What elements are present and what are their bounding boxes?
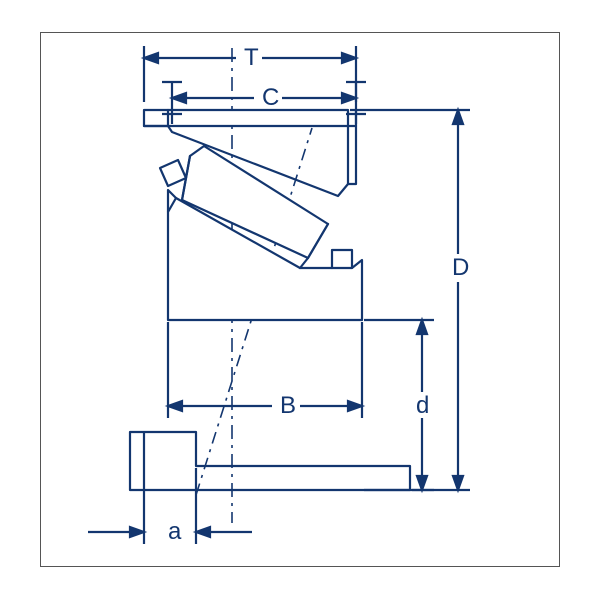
- diagram-frame: [40, 32, 560, 567]
- label-T: T: [244, 44, 259, 72]
- label-C: C: [262, 84, 279, 112]
- label-a: a: [168, 518, 181, 546]
- label-d: d: [416, 392, 429, 420]
- label-B: B: [280, 392, 296, 420]
- label-D: D: [452, 254, 469, 282]
